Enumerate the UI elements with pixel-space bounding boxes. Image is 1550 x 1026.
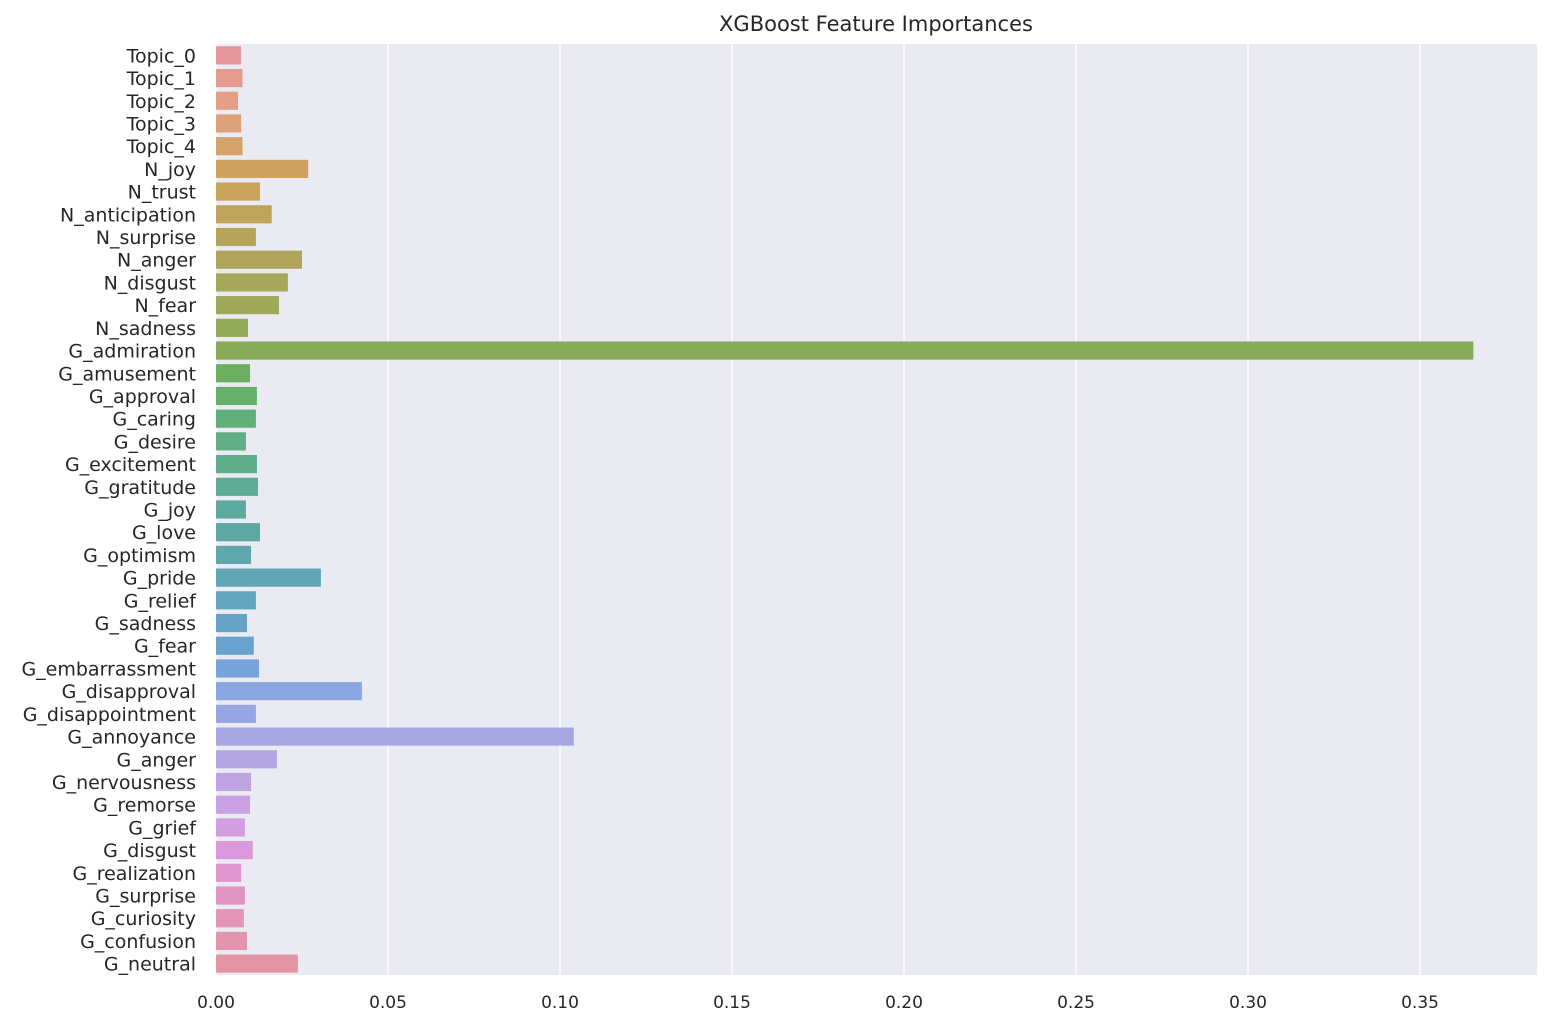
grid-lines: [215, 44, 1421, 975]
y-tick-label: G_disappointment: [23, 704, 196, 726]
bar-n-disgust: [216, 273, 288, 292]
y-tick-label: G_love: [132, 522, 196, 544]
bar-n-joy: [216, 159, 309, 178]
bar-g-excitement: [216, 455, 257, 474]
bar-g-optimism: [216, 545, 252, 564]
y-tick-label: N_surprise: [96, 227, 196, 249]
y-tick-label: G_surprise: [95, 886, 196, 908]
bar-topic-4: [216, 137, 243, 156]
bar-g-curiosity: [216, 909, 244, 928]
y-tick-label: Topic_1: [126, 68, 196, 90]
bar-g-gratitude: [216, 477, 258, 496]
x-tick-label: 0.20: [885, 993, 923, 1013]
plot-area: [216, 44, 1537, 975]
y-tick-label: G_pride: [123, 568, 196, 590]
bar-g-sadness: [216, 613, 247, 633]
y-tick-label: G_admiration: [68, 341, 196, 363]
y-tick-label: Topic_2: [126, 91, 196, 113]
bar-g-grief: [216, 818, 245, 837]
x-tick-label: 0.30: [1229, 993, 1267, 1013]
y-tick-label: G_joy: [144, 500, 196, 522]
bar-g-disapproval: [216, 682, 362, 701]
bar-g-neutral: [216, 954, 298, 973]
bar-topic-3: [216, 114, 242, 133]
y-tick-label: N_anticipation: [60, 204, 196, 226]
bar-topic-2: [216, 91, 239, 110]
y-tick-label: G_neutral: [104, 954, 196, 976]
y-tick-label: G_caring: [112, 409, 196, 431]
y-tick-label: N_disgust: [104, 272, 196, 294]
bar-g-confusion: [216, 931, 247, 951]
y-tick-label: N_anger: [117, 250, 196, 272]
bars: [216, 46, 1474, 973]
y-tick-label: G_fear: [134, 636, 196, 658]
y-tick-label: G_anger: [117, 749, 197, 771]
bar-topic-1: [216, 68, 243, 88]
bar-g-disappointment: [216, 704, 256, 723]
bar-n-fear: [216, 296, 279, 315]
bar-g-love: [216, 523, 261, 542]
y-tick-label: G_annoyance: [67, 727, 196, 749]
y-tick-label: Topic_0: [126, 45, 196, 67]
y-tick-label: G_confusion: [80, 931, 196, 953]
y-tick-label: G_embarrassment: [21, 658, 196, 680]
y-tick-label: N_joy: [144, 159, 196, 181]
bar-g-caring: [216, 409, 256, 428]
x-tick-label: 0.05: [369, 993, 407, 1013]
y-tick-label: G_excitement: [65, 454, 196, 476]
bar-g-annoyance: [216, 727, 574, 746]
y-tick-label: G_desire: [114, 431, 196, 453]
bar-g-fear: [216, 636, 254, 655]
bar-n-anticipation: [216, 205, 272, 224]
bar-g-disgust: [216, 841, 253, 860]
bar-n-trust: [216, 182, 261, 201]
y-tick-label: G_gratitude: [84, 477, 196, 499]
x-tick-label: 0.10: [541, 993, 579, 1013]
bar-g-embarrassment: [216, 659, 260, 678]
y-tick-label: N_sadness: [95, 318, 196, 340]
y-tick-label: G_nervousness: [52, 772, 196, 794]
bar-n-surprise: [216, 227, 256, 247]
x-tick-labels: 0.00 0.05 0.10 0.15 0.20 0.25 0.30 0.35: [197, 993, 1439, 1013]
bar-g-relief: [216, 591, 256, 610]
bar-g-joy: [216, 500, 246, 519]
y-tick-label: G_amusement: [58, 363, 196, 385]
bar-n-anger: [216, 250, 303, 269]
x-tick-label: 0.15: [713, 993, 751, 1013]
bar-g-remorse: [216, 795, 251, 814]
y-tick-labels: Topic_0Topic_1Topic_2Topic_3Topic_4N_joy…: [21, 45, 197, 975]
x-tick-label: 0.25: [1057, 993, 1095, 1013]
bar-n-sadness: [216, 318, 248, 337]
y-tick-label: G_relief: [124, 590, 198, 612]
bar-g-realization: [216, 863, 242, 882]
y-tick-label: Topic_3: [126, 113, 196, 135]
bar-g-admiration: [216, 341, 1474, 360]
y-tick-label: G_realization: [72, 863, 196, 885]
y-tick-label: G_sadness: [95, 613, 196, 635]
y-tick-label: G_curiosity: [91, 908, 196, 930]
bar-g-surprise: [216, 886, 245, 905]
y-tick-label: G_optimism: [83, 545, 196, 567]
bar-g-approval: [216, 386, 257, 406]
y-tick-label: G_approval: [89, 386, 196, 408]
y-tick-label: Topic_4: [126, 136, 196, 158]
y-tick-label: G_grief: [128, 817, 197, 839]
y-tick-label: N_fear: [134, 295, 196, 317]
bar-g-desire: [216, 432, 246, 451]
bar-g-nervousness: [216, 772, 252, 792]
bar-g-pride: [216, 568, 321, 587]
y-tick-label: G_remorse: [93, 795, 196, 817]
bar-g-amusement: [216, 364, 251, 383]
x-tick-label: 0.35: [1401, 993, 1439, 1013]
y-tick-label: G_disapproval: [62, 681, 196, 703]
y-tick-label: G_disgust: [103, 840, 196, 862]
y-tick-label: N_trust: [128, 182, 196, 204]
bar-g-anger: [216, 750, 277, 769]
chart-title: XGBoost Feature Importances: [719, 12, 1033, 36]
x-tick-label: 0.00: [197, 993, 235, 1013]
bar-topic-0: [216, 46, 242, 65]
